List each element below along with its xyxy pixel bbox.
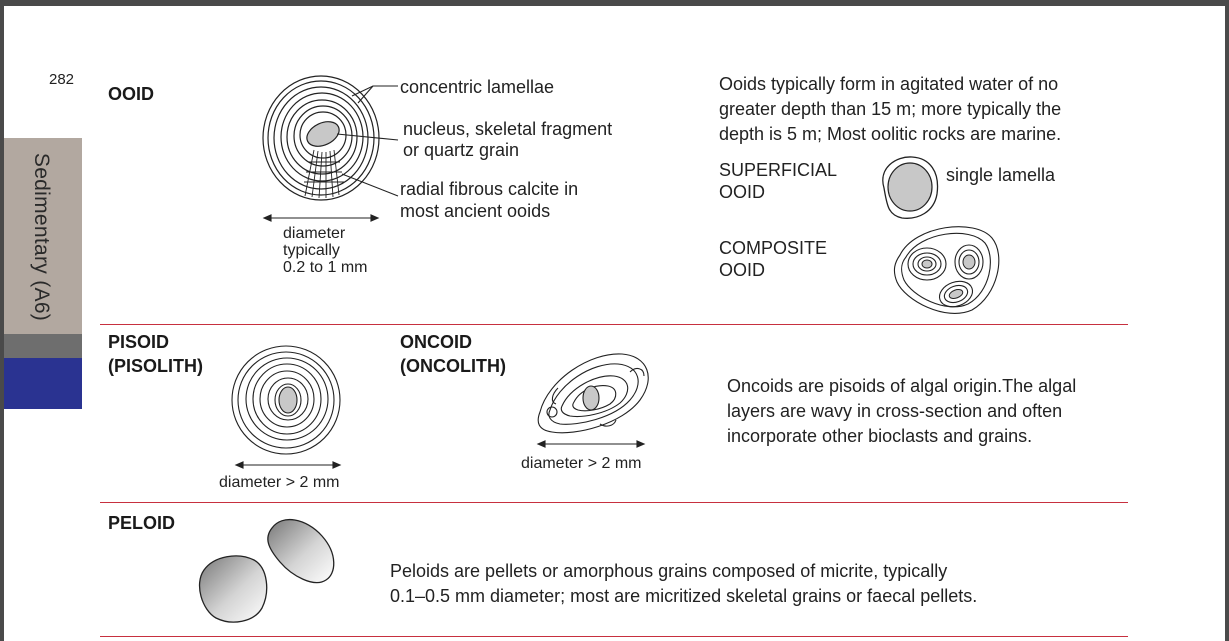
composite-nucleus: [948, 289, 964, 299]
ooid-nucleus: [306, 121, 340, 147]
superficial-ooid-nucleus: [887, 162, 933, 212]
window-frame-top: [0, 0, 1229, 6]
pisoid-nucleus: [278, 386, 298, 414]
oncoid-description: Oncoids are pisoids of algal origin.The …: [727, 376, 1077, 446]
section-divider: [100, 324, 1128, 325]
oncoid-heading: ONCOID (ONCOLITH): [400, 332, 506, 376]
pisoid-diameter-arrow: [234, 461, 342, 469]
lamellae-leader: [357, 85, 374, 104]
page-number: 282: [49, 71, 75, 88]
section-tab[interactable]: [4, 138, 82, 334]
ooid-heading: OOID: [108, 84, 155, 104]
ooid-diameter-arrow: [262, 214, 380, 222]
ooid-radial-fibres: [304, 149, 344, 199]
peloid-grain: [267, 518, 335, 584]
ooid-lamella: [286, 99, 358, 175]
section-tab-band-blue: [4, 358, 82, 409]
peloid-grain: [199, 555, 268, 623]
section-divider: [100, 502, 1128, 503]
composite-ooid: [893, 226, 1000, 314]
oncoid-diameter-label: diameter > 2 mm: [521, 455, 642, 472]
pisoid-diameter-label: diameter > 2 mm: [219, 474, 340, 491]
pisoid-diagram: [231, 345, 341, 455]
radial-leader: [341, 173, 399, 197]
section-divider: [100, 636, 1128, 637]
window-frame-right: [1225, 0, 1229, 641]
pisoid-heading: PISOID (PISOLITH): [108, 332, 203, 376]
superficial-ooid-note: single lamella: [946, 165, 1056, 185]
oncoid-nucleus: [582, 385, 600, 411]
ooid-description: Ooids typically form in agitated water o…: [719, 74, 1062, 144]
oncoid-diameter-arrow: [536, 440, 646, 448]
window-frame-left: [0, 0, 4, 641]
oncoid-diagram: [537, 353, 649, 434]
composite-ooid-label: COMPOSITE OOID: [719, 238, 828, 280]
composite-nucleus: [962, 254, 976, 270]
ooid-diameter-label: diameter typically 0.2 to 1 mm: [283, 225, 368, 276]
superficial-ooid-label: SUPERFICIAL OOID: [719, 160, 838, 202]
nucleus-leader: [336, 133, 399, 141]
ooid-lamella: [273, 86, 369, 190]
ooid-label-radial: radial fibrous calcite in most ancient o…: [400, 179, 579, 221]
ooid-label-nucleus: nucleus, skeletal fragment or quartz gra…: [403, 119, 613, 160]
ooid-label-lamellae: concentric lamellae: [400, 77, 555, 97]
section-tab-band: [4, 334, 82, 358]
peloid-heading: PELOID: [108, 513, 176, 533]
composite-nucleus: [921, 259, 933, 269]
peloid-description: Peloids are pellets or amorphous grains …: [390, 561, 978, 606]
